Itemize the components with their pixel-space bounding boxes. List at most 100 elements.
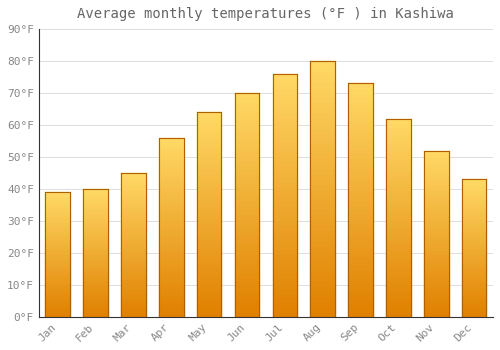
Bar <box>424 250 448 254</box>
Bar <box>197 137 222 141</box>
Bar <box>310 225 335 230</box>
Bar <box>234 241 260 245</box>
Bar <box>310 276 335 281</box>
Bar <box>46 299 70 302</box>
Bar <box>272 142 297 147</box>
Bar <box>348 270 373 275</box>
Bar <box>462 243 486 245</box>
Bar <box>462 300 486 303</box>
Bar <box>159 141 184 145</box>
Bar <box>197 272 222 276</box>
Bar <box>310 281 335 286</box>
Bar <box>310 219 335 225</box>
Bar <box>424 280 448 284</box>
Bar <box>234 93 260 98</box>
Bar <box>234 160 260 164</box>
Bar <box>234 191 260 196</box>
Bar <box>310 301 335 307</box>
Bar <box>272 205 297 210</box>
Bar <box>159 270 184 274</box>
Bar <box>310 245 335 250</box>
Bar <box>84 245 108 248</box>
Bar <box>310 312 335 317</box>
Bar <box>462 289 486 292</box>
Bar <box>462 262 486 265</box>
Bar <box>272 200 297 205</box>
Bar <box>310 199 335 204</box>
Bar <box>386 261 410 265</box>
Bar <box>424 267 448 270</box>
Bar <box>159 159 184 163</box>
Bar <box>234 98 260 102</box>
Bar <box>424 274 448 277</box>
Bar <box>121 262 146 265</box>
Bar <box>84 248 108 250</box>
Bar <box>234 254 260 259</box>
Bar <box>159 188 184 191</box>
Bar <box>197 288 222 292</box>
Bar <box>121 268 146 271</box>
Bar <box>386 226 410 230</box>
Bar <box>234 312 260 317</box>
Bar <box>234 272 260 276</box>
Bar <box>46 262 70 265</box>
Bar <box>348 195 373 200</box>
Bar <box>272 312 297 317</box>
Bar <box>46 302 70 304</box>
Bar <box>234 151 260 156</box>
Bar <box>386 222 410 226</box>
Bar <box>121 271 146 274</box>
Bar <box>462 275 486 278</box>
Bar <box>121 279 146 282</box>
Bar <box>386 142 410 146</box>
Bar <box>386 269 410 273</box>
Bar <box>159 245 184 249</box>
Bar <box>46 232 70 234</box>
Bar <box>234 250 260 254</box>
Bar <box>310 286 335 291</box>
Bar <box>310 138 335 143</box>
Bar <box>46 314 70 317</box>
Bar <box>84 250 108 253</box>
Bar <box>424 270 448 274</box>
Bar <box>84 304 108 307</box>
Bar <box>272 239 297 244</box>
Bar <box>197 276 222 280</box>
Bar <box>46 307 70 309</box>
Bar <box>121 202 146 205</box>
Bar <box>272 156 297 161</box>
Bar <box>348 223 373 228</box>
Bar <box>424 227 448 230</box>
Bar <box>462 207 486 210</box>
Bar <box>348 139 373 144</box>
Bar <box>197 256 222 259</box>
Bar <box>462 212 486 215</box>
Bar <box>348 93 373 97</box>
Bar <box>234 156 260 160</box>
Bar <box>46 272 70 274</box>
Bar <box>84 281 108 284</box>
Bar <box>424 184 448 187</box>
Bar <box>234 111 260 116</box>
Bar <box>424 247 448 250</box>
Bar <box>159 206 184 209</box>
Bar <box>159 170 184 174</box>
Bar <box>197 145 222 149</box>
Bar <box>348 228 373 233</box>
Bar <box>197 215 222 219</box>
Bar <box>272 132 297 137</box>
Bar <box>424 210 448 214</box>
Bar <box>348 97 373 102</box>
Bar <box>462 265 486 267</box>
Bar <box>159 234 184 238</box>
Bar <box>348 116 373 121</box>
Bar <box>234 245 260 250</box>
Bar <box>234 174 260 178</box>
Bar <box>234 124 260 129</box>
Bar <box>272 249 297 254</box>
Bar <box>121 173 146 176</box>
Bar <box>348 293 373 298</box>
Bar <box>84 299 108 301</box>
Bar <box>46 254 70 257</box>
Bar <box>46 197 70 199</box>
